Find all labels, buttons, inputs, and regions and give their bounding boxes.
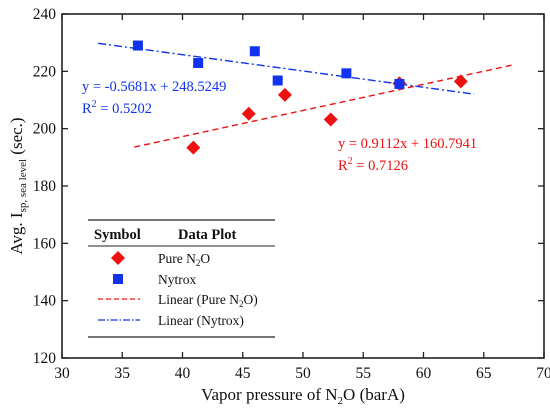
axis-ticks: 30 35 40 45 50 55 60 65 70 120 140 160 180 200 220 240 [33, 6, 550, 382]
fit-lines [98, 42, 515, 148]
pure-n2o-fit-r2: R2 = 0.7126 [338, 156, 408, 174]
x-axis-title: Vapor pressure of N2O (barA) [201, 385, 405, 407]
x-tick-label: 60 [416, 365, 432, 382]
legend-header-plot: Data Plot [178, 227, 237, 243]
nytrox-point [132, 40, 143, 51]
plot-frame [61, 13, 545, 359]
pure-n2o-fit-equation: y = 0.9112x + 160.7941 [338, 136, 477, 152]
y-tick-label: 160 [33, 235, 57, 252]
pure-n2o-fit-line [134, 64, 515, 148]
x-tick-label: 45 [235, 365, 251, 382]
nytrox-point [249, 46, 260, 57]
pure-n2o-point [241, 106, 256, 121]
x-tick-label: 65 [476, 365, 492, 382]
y-tick-label: 240 [33, 6, 57, 23]
y-tick-label: 180 [33, 178, 57, 195]
y-tick-label: 120 [33, 350, 57, 367]
legend-diamond-marker [111, 251, 125, 265]
legend-entry-linear-nytrox: Linear (Nytrox) [158, 313, 244, 328]
y-axis-title: Avg. Isp, sea level (sec.) [7, 117, 29, 254]
nytrox-point [394, 78, 405, 89]
pure-n2o-point [277, 87, 292, 102]
legend: Symbol Data Plot Pure N2O Nytrox Linear … [86, 218, 278, 340]
nytrox-fit-r2: R2 = 0.5202 [82, 99, 152, 117]
pure-n2o-point [323, 112, 338, 127]
legend-entry-linear-pure-n2o: Linear (Pure N2O) [158, 292, 258, 309]
nytrox-point [193, 58, 204, 69]
y-tick-label: 200 [33, 121, 57, 138]
pure-n2o-point [453, 74, 468, 89]
legend-square-marker [113, 274, 123, 284]
legend-header-symbol: Symbol [94, 227, 141, 243]
nytrox-fit-line [98, 42, 475, 95]
x-tick-label: 30 [54, 365, 70, 382]
nytrox-fit-equation: y = -0.5681x + 248.5249 [82, 79, 226, 95]
x-tick-label: 50 [295, 365, 311, 382]
x-tick-label: 35 [115, 365, 131, 382]
x-tick-label: 70 [536, 365, 550, 382]
pure-n2o-point [186, 140, 201, 155]
x-tick-label: 40 [175, 365, 191, 382]
y-tick-label: 220 [33, 63, 57, 80]
legend-entry-nytrox: Nytrox [158, 272, 196, 287]
legend-entry-pure-n2o: Pure N2O [158, 251, 210, 268]
y-tick-label: 140 [33, 293, 57, 310]
x-tick-label: 55 [356, 365, 372, 382]
data-points [132, 40, 468, 155]
nytrox-point [341, 68, 352, 79]
nytrox-point [272, 75, 283, 86]
